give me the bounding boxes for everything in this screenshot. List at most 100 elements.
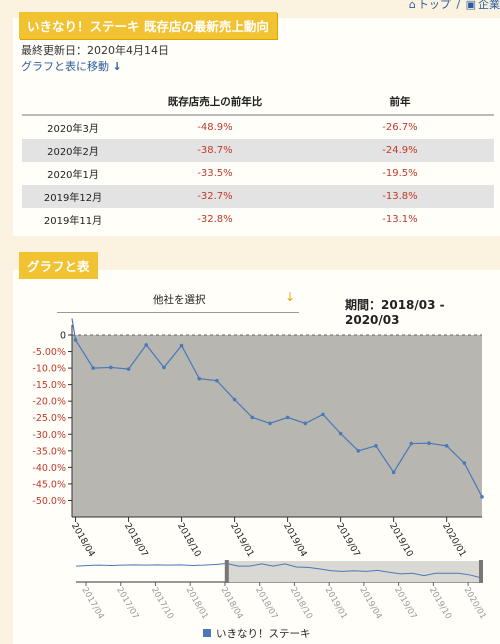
y-tick-label: -30.0%: [32, 430, 66, 441]
navigator-tick-label: 2019/04: [357, 586, 383, 622]
navigator-tick-label: 2017/07: [114, 586, 140, 622]
table-row: 2019年12月 -32.7% -13.8%: [22, 185, 494, 208]
row-yoy: -48.9%: [197, 122, 233, 133]
data-point: [462, 461, 467, 465]
top-nav: ⌂ トップ / ▣ 企業: [407, 0, 500, 12]
table-row: 2020年3月 -48.9% -26.7%: [22, 115, 494, 139]
navigator-tick-label: 2017/10: [149, 586, 175, 622]
row-month: 2020年3月: [47, 124, 99, 135]
navigator-line: [75, 562, 483, 579]
company-select[interactable]: 他社を選択 ↓: [57, 290, 299, 313]
x-tick-label: 2019/04: [281, 522, 308, 560]
data-point: [391, 470, 396, 475]
row-yoy: -32.8%: [197, 214, 233, 225]
table-header-month: [22, 88, 124, 116]
row-prev: -13.1%: [382, 214, 418, 225]
row-prev: -13.8%: [306, 185, 494, 208]
y-tick-label: -25.0%: [32, 413, 66, 424]
data-point: [480, 495, 484, 499]
data-point: [73, 338, 78, 342]
legend-label[interactable]: いきなり！ステーキ: [216, 628, 311, 640]
row-yoy: -38.7%: [124, 139, 306, 162]
table-row: 2020年2月 -38.7% -24.9%: [22, 139, 494, 162]
nav-separator: /: [456, 0, 461, 11]
x-tick-label: 2019/01: [228, 522, 255, 559]
row-month: 2019年12月: [22, 185, 124, 208]
sales-table: 既存店売上の前年比 前年 2020年3月 -48.9% -26.7% 2020年…: [22, 88, 494, 231]
x-tick-label: 2020/01: [440, 522, 467, 559]
navigator-handle-left[interactable]: [224, 560, 229, 583]
table-header-row: 既存店売上の前年比 前年: [22, 88, 494, 116]
navigator-handle-right[interactable]: [479, 560, 483, 583]
section-title: グラフと表: [19, 252, 98, 279]
data-point: [126, 367, 131, 371]
table-row: 2019年11月 -32.8% -13.1%: [22, 208, 494, 231]
y-tick-label: -10.0%: [32, 364, 66, 375]
chart-legend[interactable]: いきなり！ステーキ: [203, 626, 311, 641]
navigator-tick-label: 2019/10: [427, 586, 453, 622]
y-tick-label: -20.0%: [32, 397, 66, 408]
y-tick-label: -50.0%: [32, 496, 66, 507]
x-tick-label: 2018/07: [122, 522, 149, 559]
x-tick-label: 2018/10: [175, 522, 202, 560]
data-point: [215, 378, 219, 383]
plot-background: [72, 335, 482, 517]
data-point: [109, 365, 113, 370]
data-point: [321, 412, 325, 417]
navigator-tick-label: 2017/04: [79, 586, 105, 622]
row-month: 2019年11月: [43, 216, 103, 227]
navigator-tick-label: 2018/10: [288, 586, 314, 622]
x-tick-label: 2018/04: [69, 522, 96, 560]
chevron-down-icon[interactable]: ↓: [284, 290, 295, 304]
company-select-label[interactable]: 他社を選択: [153, 294, 206, 306]
data-point: [303, 421, 308, 426]
x-tick-label: 2019/07: [334, 522, 361, 559]
arrow-down-icon: ↓: [112, 60, 122, 73]
data-point: [232, 397, 237, 402]
jump-link-label[interactable]: グラフと表に移動: [21, 60, 109, 73]
y-tick-label: -15.0%: [32, 380, 66, 391]
y-tick-label: -5.00%: [32, 347, 66, 358]
table-header-yoy: 既存店売上の前年比: [124, 88, 306, 116]
page-title: いきなり！ステーキ 既存店の最新売上動向: [19, 12, 277, 39]
navigator-selection: [226, 561, 482, 582]
home-icon: ⌂: [408, 0, 416, 11]
data-point: [250, 415, 255, 420]
data-point: [285, 415, 290, 420]
navigator-tick-label: 2019/01: [323, 586, 349, 622]
data-point: [144, 343, 149, 347]
data-point: [197, 376, 202, 381]
nav-companies-link[interactable]: 企業: [478, 0, 500, 11]
table-row: 2020年1月 -33.5% -19.5%: [22, 162, 494, 185]
data-point: [268, 421, 272, 426]
folder-icon: ▣: [465, 0, 476, 11]
jump-to-chart-link[interactable]: グラフと表に移動 ↓: [21, 58, 122, 74]
data-point: [409, 441, 414, 446]
navigator-tick-label: 2020/01: [462, 586, 488, 622]
legend-swatch: [203, 629, 211, 637]
row-month: 2020年2月: [22, 139, 124, 162]
row-month: 2020年1月: [47, 170, 99, 181]
data-point: [427, 441, 431, 446]
row-prev: -19.5%: [382, 168, 418, 179]
data-point: [91, 366, 96, 370]
navigator-tick-label: 2019/07: [392, 586, 418, 622]
y-tick-label: -40.0%: [32, 463, 66, 474]
data-point: [179, 343, 184, 348]
navigator-tick-label: 2018/01: [184, 586, 210, 622]
row-prev: -26.7%: [382, 122, 418, 133]
table-header-prev: 前年: [306, 88, 494, 116]
last-updated: 最終更新日：2020年4月14日: [21, 44, 169, 57]
x-tick-label: 2019/10: [387, 522, 414, 560]
row-prev: -24.9%: [306, 139, 494, 162]
data-point: [162, 365, 166, 370]
navigator-tick-label: 2018/07: [253, 586, 279, 622]
y-tick-label: 0: [60, 331, 66, 342]
data-point: [338, 431, 343, 436]
data-point: [374, 444, 378, 448]
nav-home-link[interactable]: トップ: [417, 0, 451, 11]
data-point: [444, 444, 449, 448]
row-yoy: -32.7%: [124, 185, 306, 208]
data-point: [356, 449, 361, 453]
y-tick-label: -45.0%: [32, 479, 66, 490]
